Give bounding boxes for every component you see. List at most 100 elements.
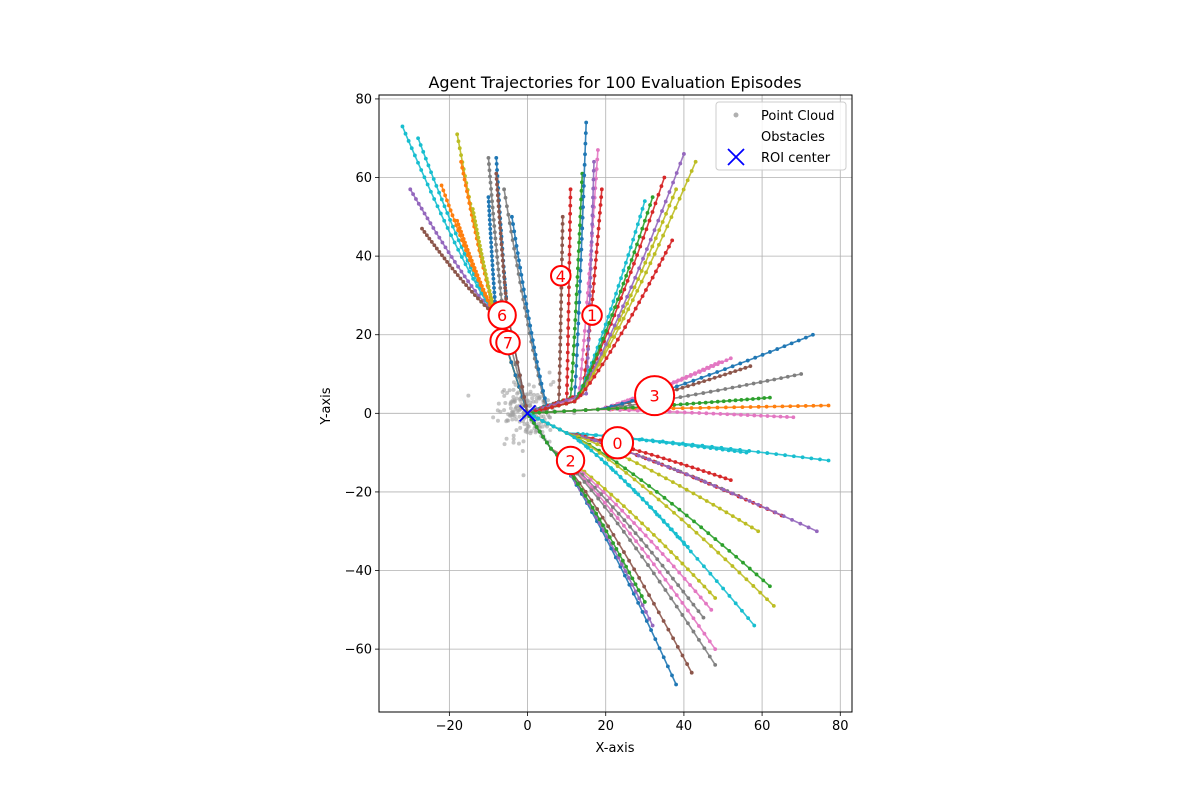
trajectory-point xyxy=(450,224,455,229)
trajectory-point xyxy=(616,284,621,288)
trajectory-point xyxy=(568,211,573,216)
trajectory-point xyxy=(610,313,614,317)
trajectory-point xyxy=(536,367,541,372)
trajectory-point xyxy=(647,616,652,621)
point-cloud-point xyxy=(502,408,507,413)
trajectory-point xyxy=(703,480,708,484)
trajectory-point xyxy=(588,275,593,280)
trajectory-point xyxy=(455,218,460,223)
trajectory-point xyxy=(560,257,564,262)
trajectory-point xyxy=(468,255,473,259)
trajectory-point xyxy=(704,499,709,503)
trajectory-point xyxy=(747,566,752,571)
trajectory-point xyxy=(422,211,427,216)
trajectory-point xyxy=(538,374,542,379)
trajectory-point xyxy=(511,222,515,226)
trajectory-point xyxy=(602,504,607,509)
trajectory-point xyxy=(579,180,584,185)
trajectory-point xyxy=(578,393,583,398)
trajectory-point xyxy=(669,550,674,554)
trajectory-point xyxy=(635,222,640,227)
trajectory-point xyxy=(803,335,808,340)
trajectory-point xyxy=(738,412,743,417)
trajectory-point xyxy=(501,269,506,274)
trajectory-point xyxy=(576,311,581,315)
trajectory-point xyxy=(773,510,778,515)
trajectory-point xyxy=(560,214,565,219)
trajectory-point xyxy=(566,293,571,298)
trajectory-point xyxy=(416,160,420,165)
trajectory-point xyxy=(496,267,501,272)
trajectory-point xyxy=(449,255,454,259)
trajectory-point xyxy=(564,401,569,406)
trajectory-point xyxy=(670,441,675,446)
trajectory-point xyxy=(635,408,640,413)
trajectory-point xyxy=(479,251,484,256)
trajectory-point xyxy=(606,407,611,411)
trajectory-point xyxy=(610,505,615,510)
point-cloud-point xyxy=(530,396,535,401)
trajectory-point xyxy=(579,258,583,262)
trajectory-point xyxy=(634,515,638,520)
trajectory-point xyxy=(751,584,756,588)
trajectory-point xyxy=(463,240,467,245)
point-cloud-point xyxy=(511,437,516,442)
trajectory-point xyxy=(600,362,605,367)
trajectory-point xyxy=(541,434,546,439)
trajectory-point xyxy=(571,352,576,357)
trajectory-point xyxy=(619,562,624,567)
trajectory-point xyxy=(580,215,585,220)
point-cloud-point xyxy=(502,442,507,447)
trajectory-point xyxy=(560,229,565,233)
trajectory-point xyxy=(597,210,602,215)
trajectory-point xyxy=(661,233,666,238)
trajectory-point xyxy=(713,537,718,541)
plot-content: 01234567 xyxy=(400,120,831,687)
trajectory-point xyxy=(677,442,682,447)
trajectory-point xyxy=(582,338,586,343)
trajectory-point xyxy=(648,237,653,242)
trajectory-point xyxy=(591,289,596,294)
trajectory-point xyxy=(581,348,586,352)
trajectory-point xyxy=(702,646,707,651)
trajectory-point xyxy=(596,148,600,152)
trajectory-point xyxy=(422,175,427,180)
trajectory-point xyxy=(720,360,724,365)
trajectory-point xyxy=(450,266,455,271)
trajectory-point xyxy=(452,218,457,223)
trajectory-point xyxy=(623,573,627,578)
trajectory-point xyxy=(633,275,638,280)
trajectory-point xyxy=(655,454,660,459)
trajectory-point xyxy=(614,547,619,551)
trajectory-point xyxy=(721,487,726,492)
point-cloud-point xyxy=(532,392,537,397)
trajectory-point xyxy=(657,228,662,233)
trajectory-point xyxy=(652,228,657,233)
trajectory-point xyxy=(490,199,495,204)
trajectory-point xyxy=(634,539,638,544)
trajectory-point xyxy=(591,281,596,286)
trajectory-point xyxy=(639,537,643,542)
trajectory-point xyxy=(456,222,461,227)
trajectory-point xyxy=(577,289,582,294)
trajectory-point xyxy=(692,519,696,524)
trajectory-point xyxy=(650,210,655,214)
trajectory-point xyxy=(519,272,524,277)
trajectory-point xyxy=(572,476,577,481)
trajectory-point xyxy=(621,309,626,314)
trajectory-point xyxy=(455,273,460,278)
point-cloud-point xyxy=(548,428,553,433)
trajectory-point xyxy=(422,230,427,234)
trajectory-point xyxy=(712,472,717,477)
trajectory-point xyxy=(532,414,536,419)
trajectory-point xyxy=(621,268,626,273)
trajectory-point xyxy=(590,213,595,218)
trajectory-point xyxy=(643,533,648,538)
trajectory-point xyxy=(644,270,648,275)
trajectory-point xyxy=(471,262,476,267)
trajectory-point xyxy=(474,227,479,232)
trajectory-point xyxy=(456,139,461,144)
trajectory-point xyxy=(557,385,562,390)
trajectory-point xyxy=(467,201,472,205)
